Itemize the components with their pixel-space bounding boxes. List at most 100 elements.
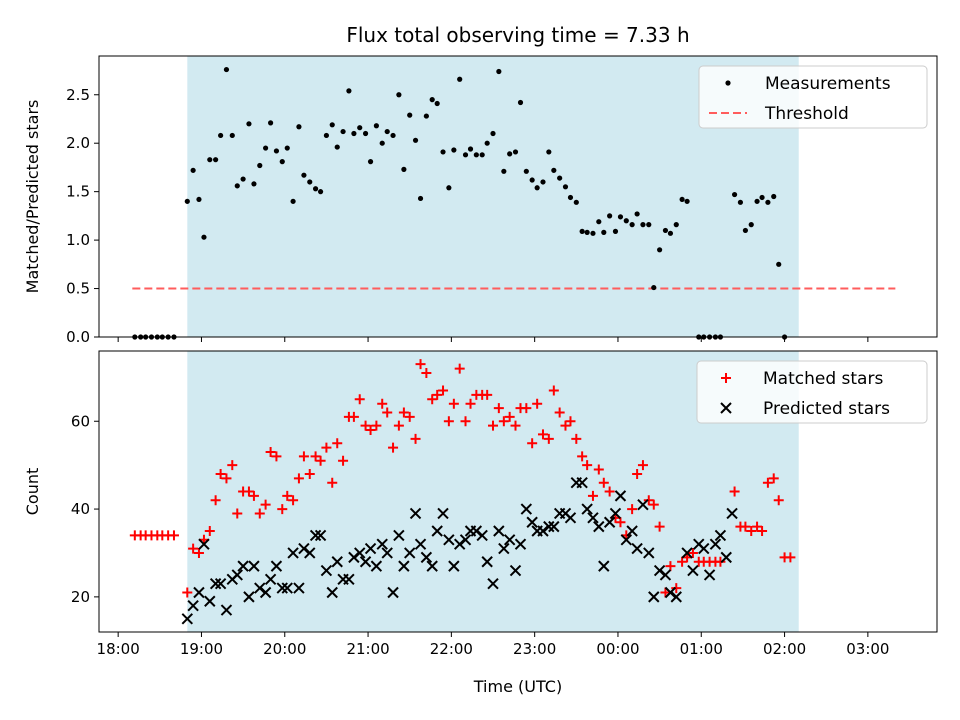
data-point xyxy=(476,529,488,542)
data-point xyxy=(257,162,263,169)
data-point xyxy=(332,438,343,449)
data-point xyxy=(221,473,232,484)
data-point xyxy=(487,577,499,590)
data-point xyxy=(470,525,483,537)
data-point xyxy=(526,516,538,528)
data-point xyxy=(254,508,265,519)
data-point xyxy=(351,130,357,137)
data-point xyxy=(493,525,505,537)
data-point xyxy=(634,211,640,217)
data-point xyxy=(653,564,666,577)
data-point xyxy=(415,359,426,370)
data-point xyxy=(565,416,576,427)
data-point xyxy=(204,595,216,607)
data-point xyxy=(321,442,332,453)
data-point xyxy=(184,198,190,204)
data-point xyxy=(409,507,422,520)
data-point xyxy=(432,389,443,400)
data-point xyxy=(737,199,744,205)
data-point xyxy=(640,222,646,228)
data-point xyxy=(315,455,326,466)
chart-title: Flux total observing time = 7.33 h xyxy=(346,23,689,47)
data-point xyxy=(715,556,726,567)
data-point xyxy=(437,507,449,520)
data-point xyxy=(309,529,322,542)
data-point xyxy=(343,573,355,586)
data-point xyxy=(517,99,524,106)
data-point xyxy=(296,124,302,130)
data-point xyxy=(557,175,563,181)
data-point xyxy=(393,420,404,431)
y-tick-label: 1.5 xyxy=(66,183,90,201)
data-point xyxy=(365,425,376,436)
data-point xyxy=(443,534,455,546)
data-point xyxy=(546,149,552,155)
data-point xyxy=(181,613,194,625)
data-point xyxy=(277,504,288,515)
data-point xyxy=(360,420,371,431)
data-point xyxy=(354,547,366,559)
data-point xyxy=(659,569,672,581)
data-point xyxy=(596,219,602,225)
data-point xyxy=(720,551,732,564)
series-measurements xyxy=(132,66,788,340)
data-point xyxy=(473,152,479,158)
data-point xyxy=(762,477,773,488)
data-point xyxy=(573,199,579,205)
data-point xyxy=(267,120,274,126)
series-predicted-stars xyxy=(181,477,738,625)
data-point xyxy=(448,398,459,409)
bottom-panel-counts: 20 40 60 18:00 19:00 20:00 21:00 22:00 23:00 00:0… xyxy=(23,350,938,658)
data-point xyxy=(587,512,599,524)
data-point xyxy=(288,495,299,506)
data-point xyxy=(357,125,363,131)
data-point xyxy=(703,569,716,581)
y-tick-label: 2.5 xyxy=(66,86,90,104)
data-point xyxy=(334,144,340,150)
data-point xyxy=(331,556,343,568)
data-point xyxy=(543,433,554,444)
data-point xyxy=(626,525,638,537)
data-point xyxy=(231,569,243,581)
data-point xyxy=(323,132,330,139)
data-point xyxy=(752,521,763,532)
data-point xyxy=(665,561,676,572)
data-point xyxy=(657,247,663,253)
legend-marker xyxy=(720,402,732,414)
data-point xyxy=(207,157,213,163)
data-point xyxy=(453,538,466,550)
data-point xyxy=(771,193,777,200)
data-point xyxy=(684,198,690,204)
data-point xyxy=(609,507,622,520)
data-point xyxy=(620,534,632,546)
data-point xyxy=(298,542,310,555)
data-point xyxy=(421,367,432,378)
data-point xyxy=(643,495,654,506)
data-point xyxy=(537,429,548,440)
data-point xyxy=(501,168,507,174)
data-point xyxy=(284,145,290,151)
data-point xyxy=(576,477,588,489)
data-point xyxy=(193,547,204,558)
data-point xyxy=(667,230,674,236)
data-point xyxy=(410,433,421,444)
data-point xyxy=(412,137,419,143)
x-tick-label: 03:00 xyxy=(846,640,889,658)
data-point xyxy=(582,460,593,471)
data-point xyxy=(304,468,315,479)
data-point xyxy=(263,145,269,151)
data-point xyxy=(213,157,219,163)
data-point xyxy=(251,181,257,187)
x-tick-label: 01:00 xyxy=(680,640,723,658)
x-tick-label: 02:00 xyxy=(763,640,806,658)
data-point xyxy=(627,504,638,515)
data-point xyxy=(362,130,369,137)
data-point xyxy=(571,433,582,444)
data-point xyxy=(196,196,202,203)
data-point xyxy=(670,591,682,603)
data-point xyxy=(426,560,438,572)
data-point xyxy=(314,529,327,542)
data-point xyxy=(459,534,472,546)
data-point xyxy=(604,486,615,497)
data-point xyxy=(523,168,529,174)
